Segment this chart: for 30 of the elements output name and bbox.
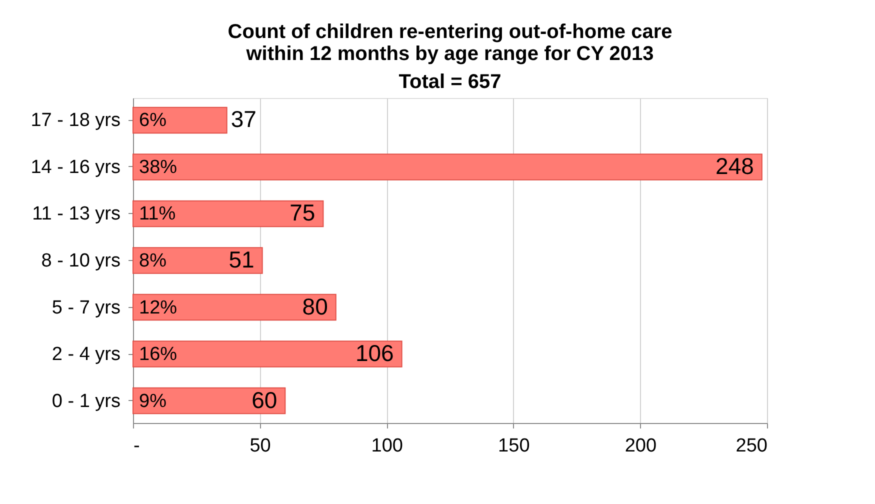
y-tick-label: 17 - 18 yrs	[30, 110, 120, 132]
chart-subtitle: Total = 657	[398, 71, 502, 93]
annotation: 38%	[139, 156, 178, 178]
x-tick-label: -	[134, 436, 140, 456]
data-label: 51	[228, 246, 254, 272]
text: Count of children re-entering out-of-home care	[228, 21, 672, 43]
x-tick-label: 200	[624, 436, 657, 456]
annotation: 16%	[139, 344, 178, 366]
x-tick-label: 100	[371, 436, 403, 456]
y-tick-label: 5 - 7 yrs	[52, 297, 120, 318]
annotation: 9%	[139, 390, 167, 412]
y-tick-label: 11 - 13 yrs	[32, 204, 120, 225]
data-label: 248	[716, 152, 754, 179]
annotation: 8%	[139, 250, 167, 272]
data-label: 60	[252, 386, 278, 413]
annotation: 11%	[139, 204, 176, 225]
annotation: 12%	[139, 297, 178, 318]
data-label: 106	[355, 340, 394, 366]
x-tick-label: 150	[498, 436, 530, 456]
x-tick-label: 250	[736, 436, 768, 456]
data-label: 80	[302, 293, 328, 320]
y-tick-label: 8 - 10 yrs	[41, 250, 120, 272]
data-label: 75	[290, 200, 316, 226]
x-tick-label: 50	[250, 436, 271, 456]
y-tick-label: 14 - 16 yrs	[30, 156, 120, 178]
annotation: 6%	[139, 110, 167, 132]
text: within 12 months by age range for CY 2013	[246, 43, 654, 65]
data-label: 37	[230, 106, 256, 132]
y-tick-label: 2 - 4 yrs	[52, 344, 120, 366]
y-tick-label: 0 - 1 yrs	[52, 390, 120, 412]
